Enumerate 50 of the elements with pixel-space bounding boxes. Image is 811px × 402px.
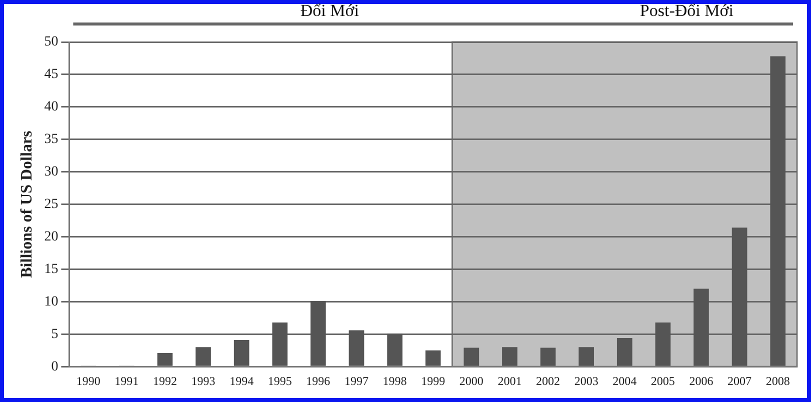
- y-tick-label: 30: [44, 164, 58, 180]
- x-tick-label: 2001: [498, 374, 522, 388]
- y-tick-label: 0: [51, 359, 58, 374]
- bar: [348, 330, 364, 366]
- y-axis-title: Billions of US Dollars: [18, 130, 36, 278]
- x-tick-label: 1997: [344, 374, 368, 388]
- bar: [234, 340, 250, 366]
- bar: [310, 301, 326, 366]
- x-tick-label: 2002: [536, 374, 560, 388]
- bar: [425, 350, 441, 366]
- x-tick-label: 1995: [268, 374, 292, 388]
- bar: [387, 333, 402, 366]
- x-tick-label: 1998: [382, 374, 407, 388]
- x-tick-label: 1991: [114, 374, 139, 388]
- x-tick-label: 2006: [689, 374, 714, 388]
- x-tick-label: 2003: [574, 374, 598, 388]
- y-tick-label: 50: [44, 34, 58, 50]
- x-tick-label: 2007: [728, 374, 752, 388]
- y-tick-label: 15: [44, 262, 58, 277]
- x-tick-label: 2004: [612, 374, 637, 388]
- x-tick-label: 1994: [230, 374, 254, 388]
- bar: [157, 352, 173, 366]
- x-tick-label: 2005: [650, 374, 675, 388]
- y-tick-label: 45: [44, 67, 58, 82]
- bar: [616, 338, 632, 366]
- bar: [540, 348, 556, 366]
- text: Đổi Mới: [300, 0, 360, 20]
- x-tick-label: 1993: [191, 374, 216, 388]
- band-label: Post-Đổi Mới: [640, 0, 734, 20]
- y-tick-label: 20: [44, 229, 58, 244]
- y-tick-label: 40: [44, 100, 58, 115]
- x-tick-label: 2000: [459, 374, 484, 388]
- x-tick-label: 1992: [152, 374, 177, 388]
- bar: [196, 347, 211, 366]
- bar: [694, 288, 709, 366]
- y-tick-label: 5: [51, 326, 58, 342]
- bar: [732, 228, 748, 366]
- bar: [578, 347, 594, 366]
- x-tick-label: 1996: [306, 374, 330, 388]
- y-tick-label: 10: [44, 294, 58, 310]
- bar: [464, 348, 480, 366]
- bar: [272, 322, 288, 366]
- bar: [502, 347, 518, 366]
- y-tick-label: 35: [44, 132, 58, 148]
- x-tick-label: 2008: [766, 374, 790, 388]
- y-tick-label: 25: [44, 196, 58, 212]
- bar: [655, 322, 671, 366]
- bar: [770, 56, 786, 366]
- x-tick-label: 1999: [421, 374, 446, 388]
- x-tick-label: 1990: [76, 374, 100, 388]
